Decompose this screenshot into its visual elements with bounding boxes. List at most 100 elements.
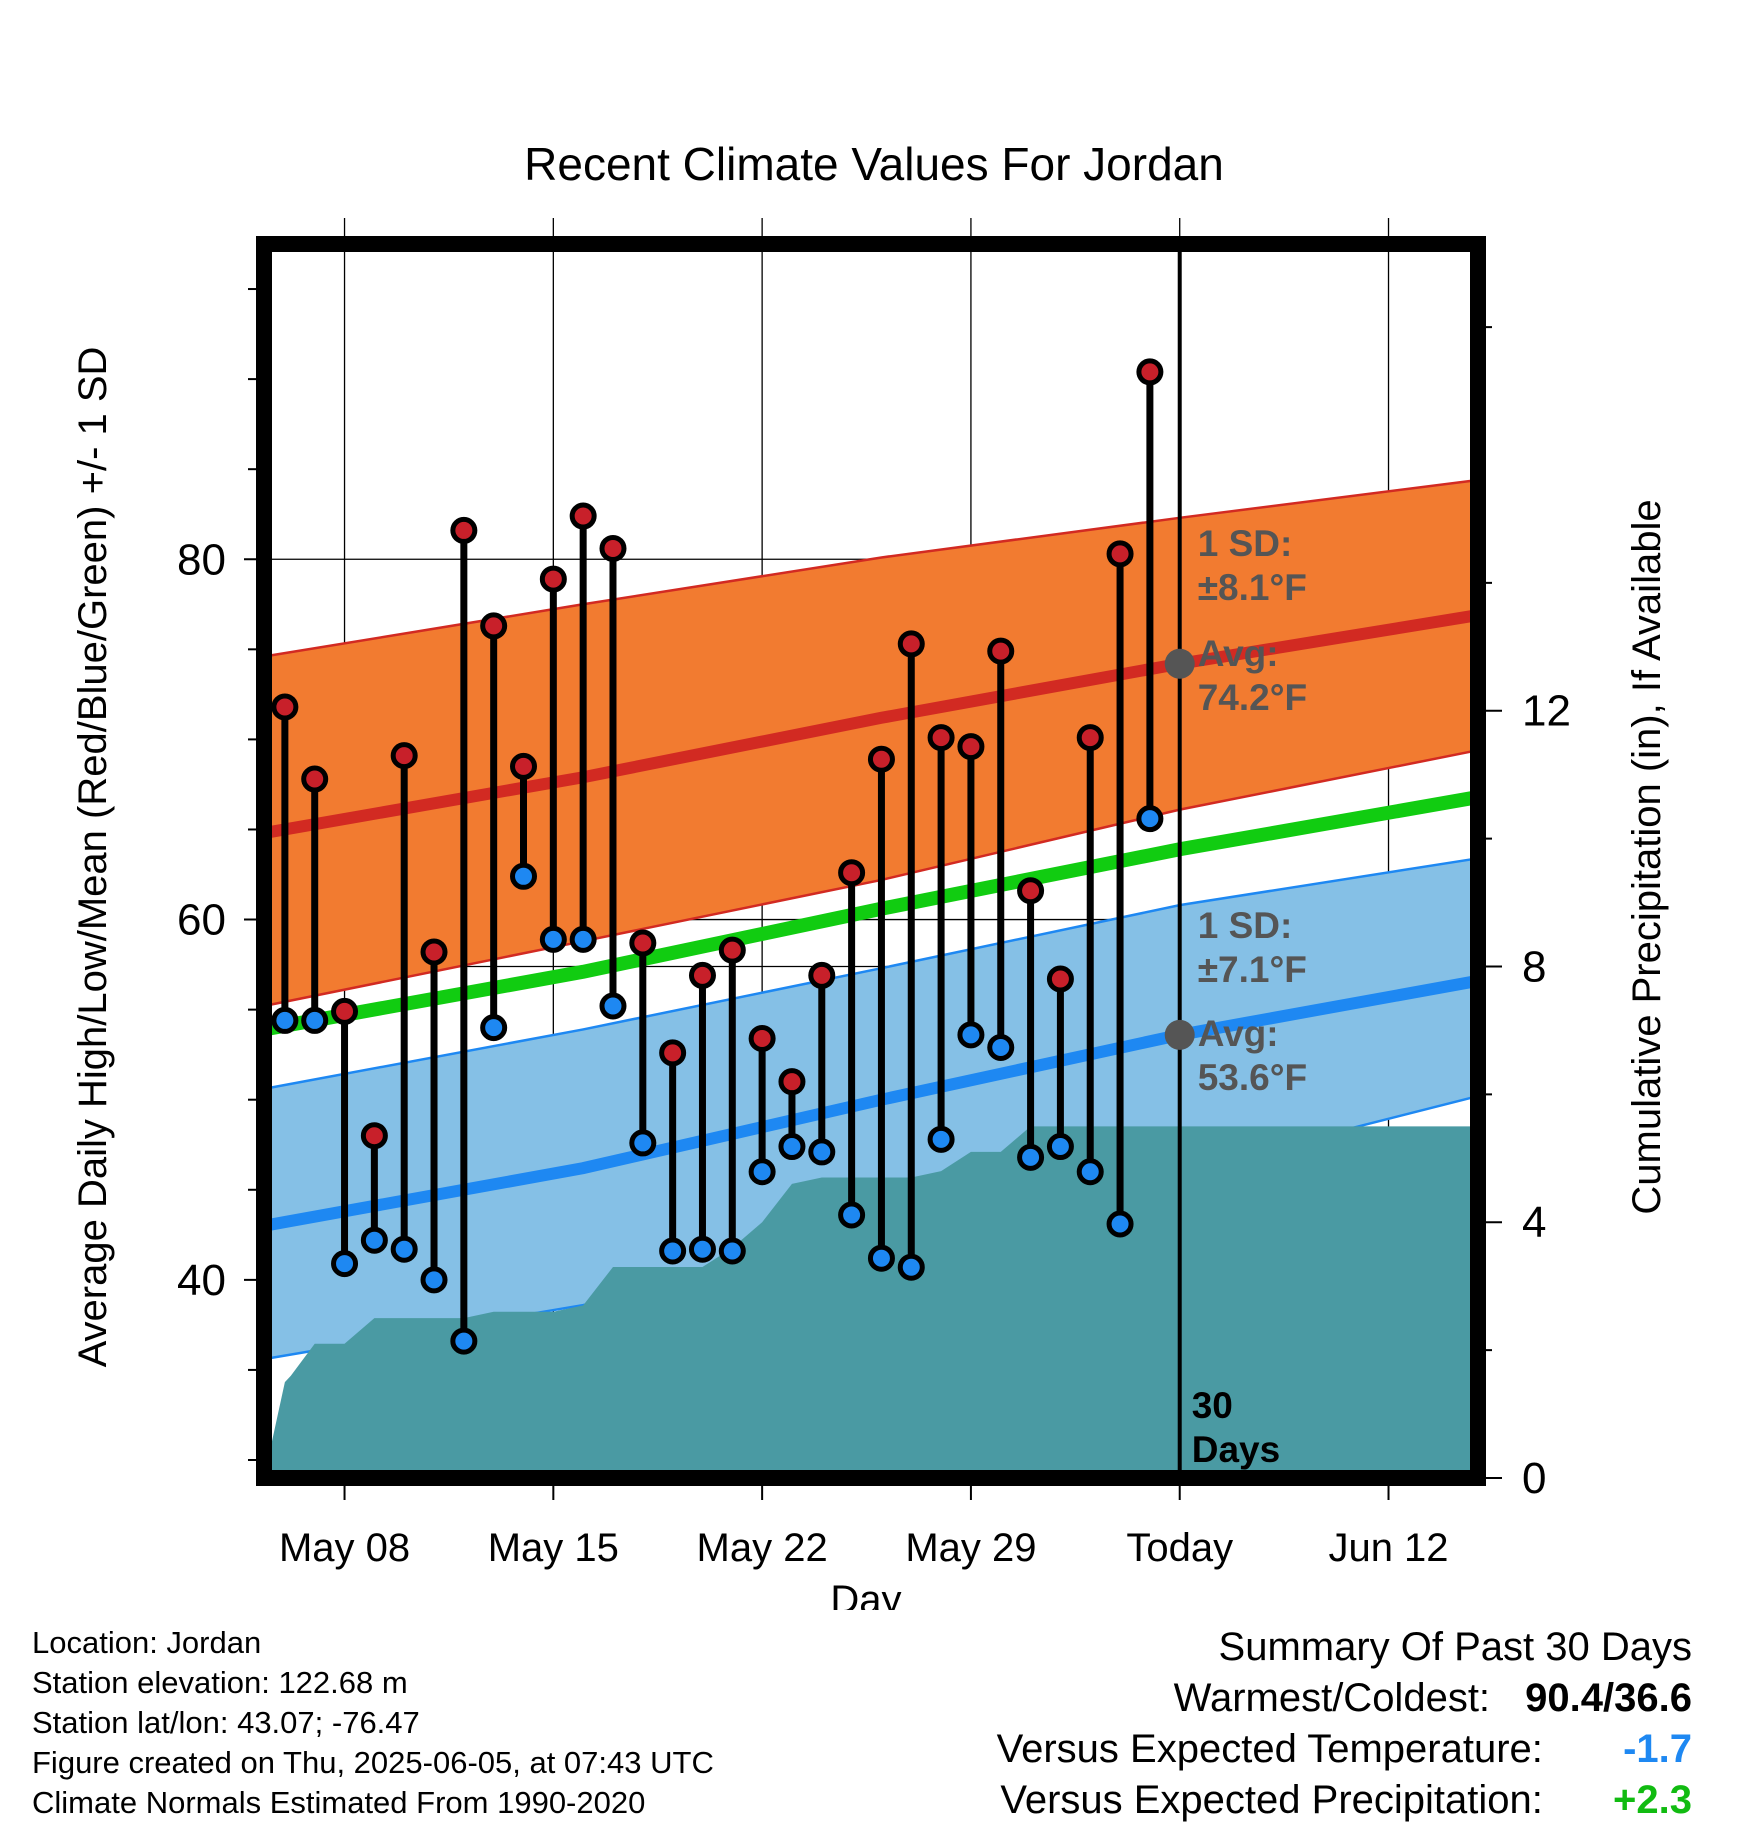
low-temp-point [897,1253,925,1281]
high-temp-point [1076,724,1104,752]
low-temp-point [957,1021,985,1049]
axes: 40 60 80 0 4 8 12 May 08 May 15 May 22 May 29 Today… [177,236,1571,1570]
created-text: Figure created on Thu, 2025-06-05, at 07… [32,1745,714,1780]
high-temp-point [420,938,448,966]
low-temp-point [808,1138,836,1166]
high-temp-point [271,693,299,721]
high-temp-point [539,565,567,593]
high-sd-value: ±8.1°F [1198,567,1307,608]
summary-heading: Summary Of Past 30 Days [1218,1625,1692,1669]
high-temp-point [1106,540,1134,568]
warmest-coldest-label: Warmest/Coldest: [1173,1676,1491,1720]
low-temp-point [539,925,567,953]
low-temp-point [718,1237,746,1265]
y2-tick-label: 12 [1522,687,1571,736]
low-temp-point [838,1201,866,1229]
x-tick-label: May 08 [279,1526,410,1570]
high-temp-point [569,502,597,530]
precip-area [264,1126,1478,1478]
precip-versus-label: Versus Expected Precipitation: [1000,1778,1543,1822]
low-temp-point [390,1235,418,1263]
low-temp-point [778,1133,806,1161]
precip-versus-row: Versus Expected Precipitation: +2.3 [997,1775,1692,1826]
high-temp-point [957,733,985,761]
high-temp-point [748,1024,776,1052]
latlon-text: Station lat/lon: 43.07; -76.47 [32,1705,420,1740]
x-axis-label: Day [830,1578,901,1610]
window-label-days: Days [1192,1429,1280,1470]
high-temp-point [778,1068,806,1096]
high-temp-point [1046,965,1074,993]
high-temp-point [659,1039,687,1067]
y-tick-label: 40 [177,1256,226,1305]
temp-versus-label: Versus Expected Temperature: [996,1727,1543,1771]
low-temp-point [659,1237,687,1265]
low-temp-point [1136,805,1164,833]
station-info: Location: Jordan Station elevation: 122.… [32,1623,714,1823]
low-temp-point [569,925,597,953]
summary-panel: Summary Of Past 30 Days Warmest/Coldest:… [997,1622,1692,1826]
y2-axis-label: Cumulative Precipitation (in), If Availa… [1625,499,1669,1214]
precip-versus-value: +2.3 [1613,1778,1692,1822]
high-avg-value: 74.2°F [1198,677,1307,718]
y-tick-label: 80 [177,535,226,584]
x-tick-label: May 22 [697,1526,828,1570]
high-temp-point [331,997,359,1025]
high-band-upper-edge [263,478,1479,658]
warmest-coldest-value: 90.4/36.6 [1525,1676,1692,1720]
low-temp-point [987,1033,1015,1061]
low-temp-point [360,1226,388,1254]
high-temp-point [360,1122,388,1150]
high-temp-point [1017,877,1045,905]
low-avg-label: Avg: [1198,1013,1279,1054]
high-temp-point [688,961,716,989]
low-temp-point [927,1125,955,1153]
warmest-coldest-row: Warmest/Coldest: 90.4/36.6 [997,1673,1692,1724]
high-sd-band [264,479,1478,1007]
location-text: Location: Jordan [32,1625,262,1660]
x-tick-label: May 29 [905,1526,1036,1570]
high-temp-point [718,936,746,964]
high-temp-point [808,961,836,989]
low-sd-label: 1 SD: [1198,905,1293,946]
low-temp-point [510,862,538,890]
high-temp-point [599,534,627,562]
chart-title: Recent Climate Values For Jordan [524,138,1224,190]
low-temp-point [867,1244,895,1272]
y2-tick-label: 8 [1522,942,1546,991]
high-temp-point [838,859,866,887]
high-avg-label: Avg: [1198,633,1279,674]
low-temp-point [688,1235,716,1263]
avg-high-line [262,609,1479,839]
low-temp-point [748,1158,776,1186]
high-sd-label: 1 SD: [1198,523,1293,564]
y2-tick-label: 4 [1522,1198,1546,1247]
high-temp-point [390,742,418,770]
high-temp-point [987,637,1015,665]
plot-frame [256,236,1486,1486]
high-temp-point [301,765,329,793]
low-temp-point [271,1006,299,1034]
high-temp-point [867,745,895,773]
low-temp-point [331,1250,359,1278]
low-temp-point [301,1006,329,1034]
high-temp-point [897,630,925,658]
low-temp-point [480,1014,508,1042]
climate-chart: Recent Climate Values For Jordan 1 SD:±8… [71,138,1669,1610]
normals-text: Climate Normals Estimated From 1990-2020 [32,1785,646,1820]
x-tick-label: May 15 [488,1526,619,1570]
x-tick-label: Today [1126,1526,1233,1570]
window-label-number: 30 [1192,1385,1233,1426]
high-temp-point [480,612,508,640]
high-temp-point [450,516,478,544]
low-temp-point [420,1266,448,1294]
low-temp-point [599,992,627,1020]
y2-tick-label: 0 [1522,1454,1546,1503]
temp-versus-row: Versus Expected Temperature: -1.7 [997,1724,1692,1775]
elevation-text: Station elevation: 122.68 m [32,1665,408,1700]
y-tick-label: 60 [177,896,226,945]
low-temp-point [1046,1133,1074,1161]
low-temp-point [450,1327,478,1355]
temp-versus-value: -1.7 [1623,1727,1692,1771]
